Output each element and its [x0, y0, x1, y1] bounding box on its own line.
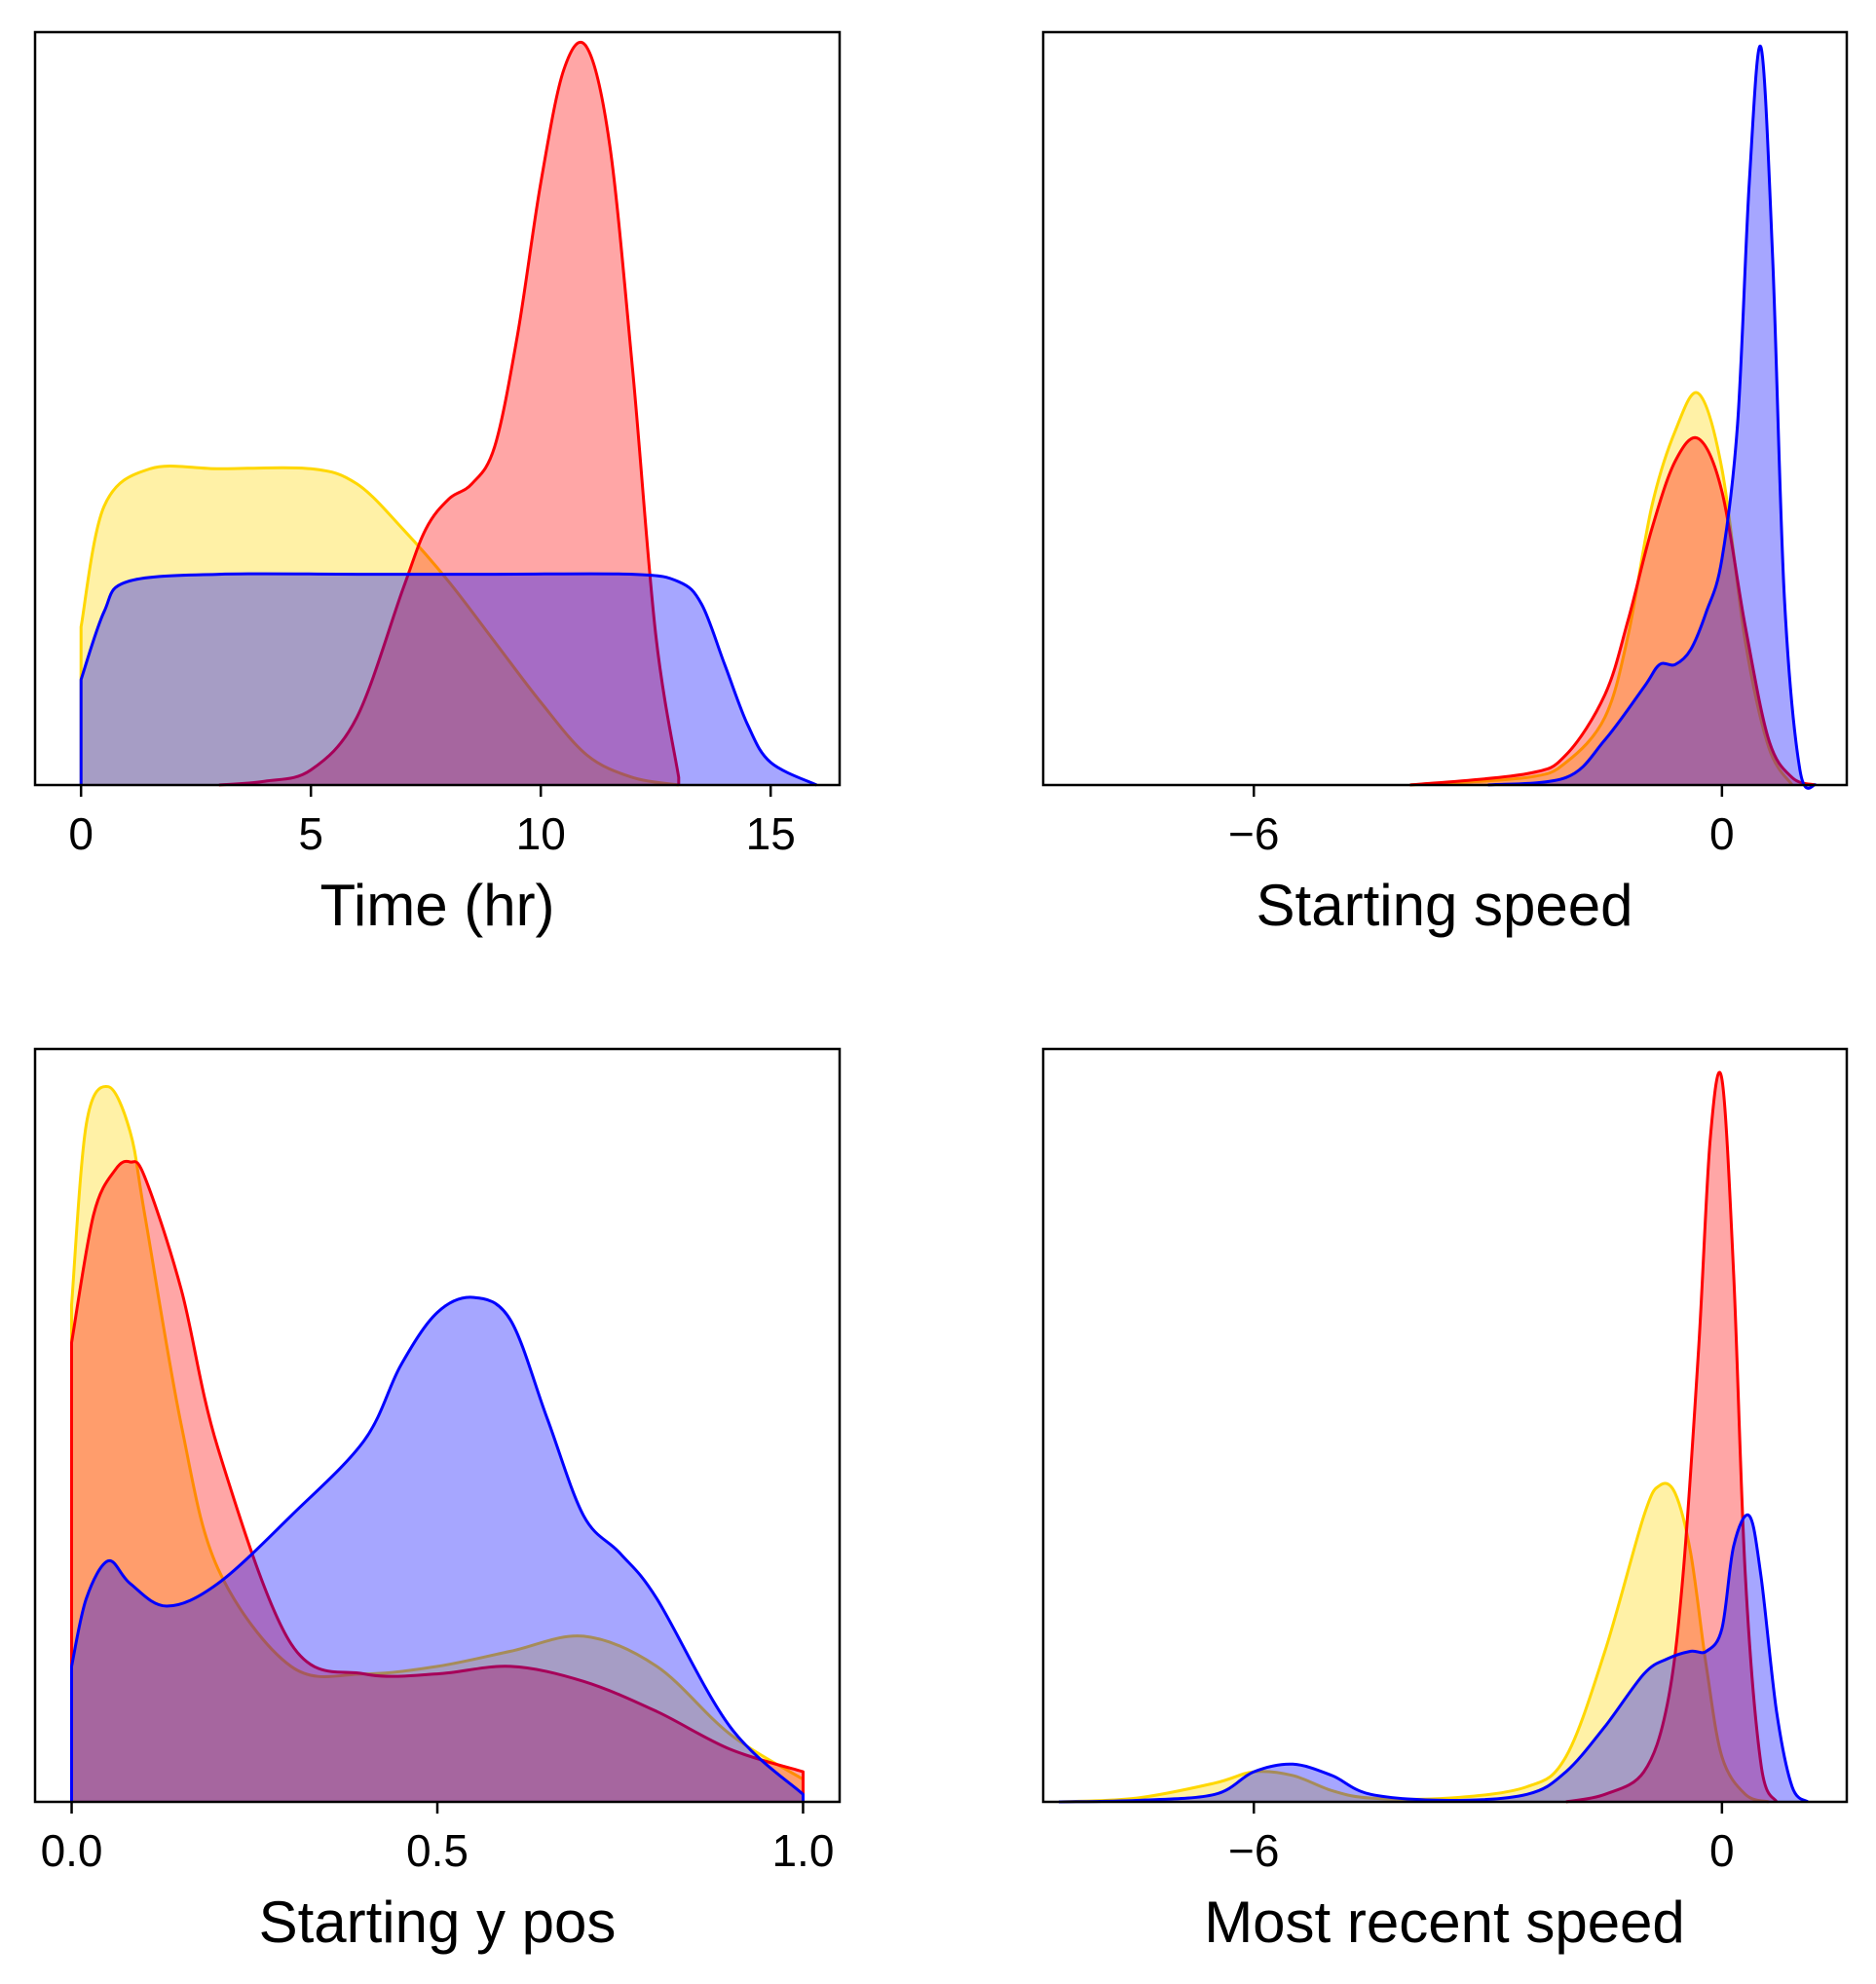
x-tick-label: 10 — [516, 808, 566, 859]
x-axis-label: Time (hr) — [319, 873, 554, 938]
x-tick-label: 0 — [1709, 808, 1735, 859]
axes-frame — [1041, 30, 1849, 787]
area-fill-blue — [81, 574, 817, 785]
x-tick-label: 0.5 — [406, 1825, 469, 1876]
x-axis-label: Most recent speed — [1204, 1890, 1685, 1955]
area-fill-red — [71, 1161, 804, 1802]
x-ticks: 0.0 0.5 1.0 — [41, 1802, 834, 1876]
areas — [79, 40, 818, 787]
x-tick-label: −6 — [1228, 1825, 1279, 1876]
x-tick-label: 15 — [746, 808, 796, 859]
series-line-gold — [79, 464, 680, 787]
area-fill-red — [218, 42, 679, 785]
subplot-starting-speed: −6 0 Starting speed — [1041, 30, 1849, 938]
axes-frame — [33, 30, 842, 787]
series-line-blue — [79, 572, 818, 787]
series-line-red — [1409, 435, 1817, 787]
x-tick-label: 0 — [1709, 1825, 1735, 1876]
x-tick-label: 1.0 — [771, 1825, 834, 1876]
area-fill-blue — [1059, 1515, 1808, 1802]
series-line-red — [70, 1159, 805, 1802]
x-axis-label: Starting speed — [1257, 873, 1633, 938]
subplot-most-recent-speed: −6 0 Most recent speed — [1041, 1047, 1849, 1955]
x-tick-label: −6 — [1228, 808, 1279, 859]
area-fill-gold — [71, 1086, 804, 1802]
areas — [70, 1084, 805, 1802]
x-tick-label: 5 — [298, 808, 323, 859]
subplot-starting-y-pos: 0.0 0.5 1.0 Starting y pos — [33, 1047, 842, 1955]
x-axis-label: Starting y pos — [259, 1890, 617, 1955]
subplot-time: 0 5 10 15 Time (hr) — [33, 30, 842, 938]
area-fill-gold — [81, 466, 679, 785]
area-fill-red — [1409, 437, 1816, 785]
area-fill-gold — [1409, 393, 1792, 785]
series-line-gold — [70, 1084, 805, 1802]
series-line-blue — [70, 1295, 805, 1802]
series-line-red — [218, 40, 681, 787]
area-fill-gold — [1059, 1483, 1769, 1802]
x-ticks: −6 0 — [1228, 785, 1735, 859]
x-ticks: 0 5 10 15 — [68, 785, 796, 859]
axes-frame — [1041, 1047, 1849, 1804]
series-line-blue — [1058, 1513, 1810, 1804]
x-ticks: −6 0 — [1228, 1802, 1735, 1876]
series-line-blue — [1487, 44, 1818, 790]
areas — [1058, 1070, 1810, 1804]
area-fill-blue — [1487, 46, 1816, 789]
series-line-gold — [1409, 391, 1794, 787]
x-tick-label: 0.0 — [41, 1825, 103, 1876]
series-line-red — [1565, 1070, 1779, 1804]
area-fill-blue — [71, 1296, 804, 1802]
x-tick-label: 0 — [68, 808, 94, 859]
areas — [1409, 44, 1818, 790]
